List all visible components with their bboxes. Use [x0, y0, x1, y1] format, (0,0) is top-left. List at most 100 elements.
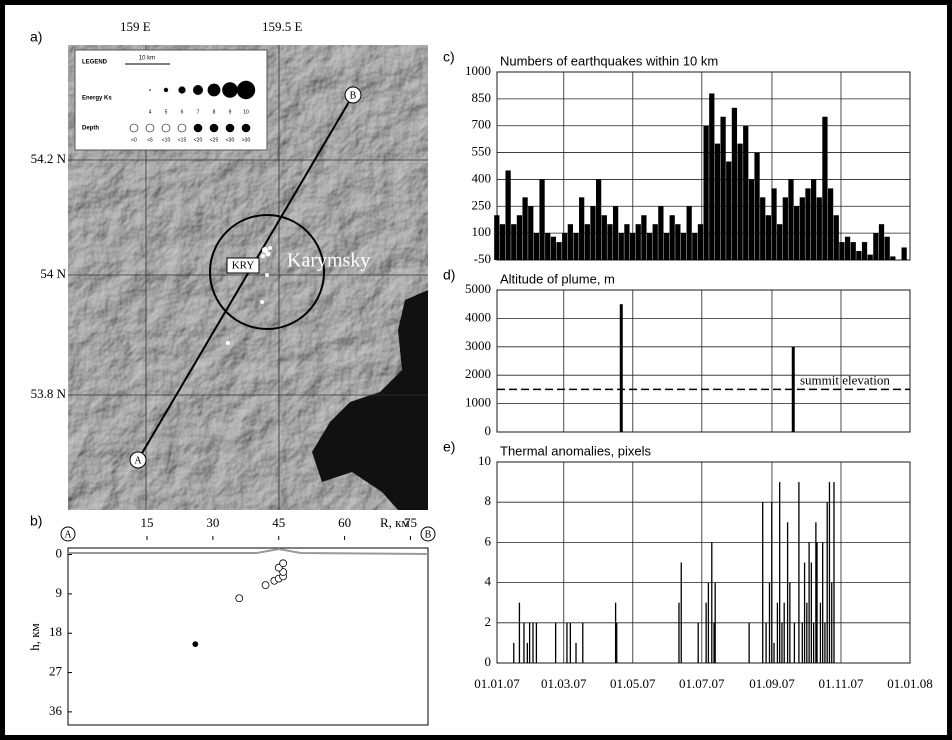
energy-symbol — [237, 81, 255, 99]
bar — [879, 224, 884, 260]
bar — [788, 179, 793, 260]
depth-symbol — [226, 124, 234, 132]
bar — [681, 563, 682, 664]
depth-class: <10 — [162, 137, 171, 143]
reference-label: summit elevation — [800, 372, 890, 387]
bar — [624, 224, 629, 260]
bar — [494, 215, 499, 260]
bar — [777, 224, 782, 260]
bar — [590, 206, 595, 260]
bar — [720, 117, 725, 260]
x-tick-label: 01.03.07 — [541, 676, 587, 691]
bar — [816, 542, 817, 663]
bar — [815, 522, 816, 663]
depth-symbol — [178, 124, 186, 132]
bar — [636, 224, 641, 260]
bar — [760, 197, 765, 260]
bar — [771, 188, 776, 260]
end-label: A — [64, 529, 72, 540]
depth-class: <15 — [178, 137, 187, 143]
depth-class: <30 — [226, 137, 235, 143]
bar — [566, 623, 567, 663]
panel-label: b) — [30, 513, 42, 529]
bar — [766, 215, 771, 260]
bar — [698, 623, 699, 663]
legend-label: Depth — [82, 126, 99, 132]
bar — [811, 179, 816, 260]
bar — [713, 623, 714, 663]
bar — [555, 623, 556, 663]
bar — [794, 623, 795, 663]
energy-symbol — [149, 89, 151, 91]
bar — [781, 623, 782, 663]
bar — [678, 603, 679, 663]
bar — [802, 623, 803, 663]
y-tick-label: 18 — [49, 624, 62, 639]
bar — [620, 304, 623, 432]
volcano-label: Karymsky — [287, 250, 370, 272]
bar — [784, 603, 785, 663]
x-tick-label: 60 — [338, 515, 351, 530]
plot-frame — [68, 548, 428, 725]
depth-symbol — [162, 124, 170, 132]
y-tick-label: 27 — [49, 664, 63, 679]
bar — [783, 197, 788, 260]
lon-label: 159.5 E — [262, 19, 303, 34]
bar — [616, 623, 617, 663]
bar — [820, 603, 821, 663]
bar — [641, 215, 646, 260]
bar — [726, 162, 731, 260]
bar — [715, 583, 716, 663]
legend-label: Energy Ks — [82, 96, 112, 102]
bar — [885, 237, 890, 260]
bar — [771, 502, 772, 663]
bar — [817, 197, 822, 260]
panel-label: d) — [443, 267, 455, 283]
energy-symbol — [164, 88, 168, 92]
bar — [596, 179, 601, 260]
bar — [511, 224, 516, 260]
bar — [575, 643, 576, 663]
lon-label: 159 E — [120, 19, 151, 34]
bar — [568, 224, 573, 260]
bar — [873, 233, 878, 260]
legend-title: LEGEND — [82, 60, 108, 66]
y-tick-label: 3000 — [465, 338, 491, 353]
bar — [732, 108, 737, 260]
bar — [890, 256, 895, 260]
bar — [829, 482, 830, 663]
bar — [777, 603, 778, 663]
y-tick-label: 700 — [472, 117, 492, 132]
bar — [800, 197, 805, 260]
bar — [517, 215, 522, 260]
bar — [737, 144, 742, 260]
y-tick-label: 850 — [472, 90, 492, 105]
end-label: B — [350, 90, 357, 101]
depth-class: <20 — [194, 137, 203, 143]
energy-class: 9 — [229, 109, 232, 115]
bar — [806, 603, 807, 663]
bar — [845, 237, 850, 260]
y-tick-label: 5000 — [465, 281, 491, 296]
x-tick-label: 01.01.07 — [474, 676, 520, 691]
bar — [851, 242, 856, 260]
bar — [513, 643, 514, 663]
bar — [519, 603, 520, 663]
bar — [528, 206, 533, 260]
y-tick-label: 0 — [56, 546, 63, 561]
bar — [831, 583, 832, 663]
bar — [711, 542, 712, 663]
y-tick-label: 250 — [472, 197, 492, 212]
bar — [562, 233, 567, 260]
bar — [653, 224, 658, 260]
bar — [828, 188, 833, 260]
bar — [748, 623, 749, 663]
bar — [868, 255, 873, 260]
bar — [619, 233, 624, 260]
y-tick-label: 8 — [485, 493, 492, 508]
bar — [681, 233, 686, 260]
bar — [839, 242, 844, 260]
y-tick-label: 0 — [485, 654, 492, 669]
bar — [856, 251, 861, 260]
bar — [813, 623, 814, 663]
